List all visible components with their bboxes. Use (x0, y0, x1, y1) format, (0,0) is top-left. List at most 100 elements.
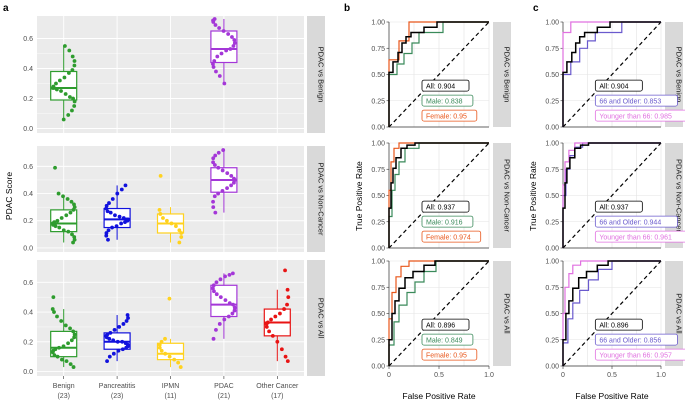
data-point (51, 84, 56, 89)
data-point (232, 41, 237, 45)
data-point (159, 348, 164, 353)
data-point (214, 327, 218, 332)
data-point (285, 359, 290, 364)
y-axis-title: True Positive Rate (354, 161, 364, 231)
data-point (123, 341, 128, 346)
data-point (64, 213, 69, 218)
y-tick-label: 0.0 (23, 245, 33, 252)
auc-label: All: 0.896 (599, 323, 628, 330)
roc-curve (562, 21, 661, 127)
y-tick-label: 0.75 (545, 167, 559, 174)
data-point (176, 360, 181, 365)
auc-label: Male: 0.849 (426, 338, 463, 345)
data-point (232, 305, 237, 310)
roc-curve (388, 21, 489, 127)
data-point (232, 38, 237, 42)
data-point (72, 235, 77, 239)
roc-curve (388, 142, 489, 248)
data-point (212, 17, 217, 21)
data-point (216, 191, 220, 196)
data-point (51, 295, 56, 300)
y-tick-label: 1.00 (371, 20, 385, 27)
data-point (159, 339, 164, 344)
x-tick-label: Benign (53, 383, 75, 390)
data-point (228, 47, 233, 51)
data-point (214, 69, 218, 74)
y-tick-label: 1.00 (545, 141, 559, 148)
panel-letter-a: a (3, 3, 9, 14)
data-point (270, 333, 275, 338)
data-point (230, 311, 235, 316)
reference-diagonal (388, 21, 490, 128)
data-point (267, 329, 271, 334)
data-point (223, 274, 227, 279)
data-point (61, 344, 66, 349)
reference-diagonal (562, 21, 662, 128)
data-point (55, 314, 59, 319)
y-tick-label: 0.00 (371, 246, 385, 253)
auc-label-box (594, 215, 678, 228)
auc-label: Female: 0.95 (426, 353, 467, 360)
data-point (55, 354, 60, 359)
data-point (157, 345, 162, 350)
data-point (220, 188, 225, 193)
y-tick-label: 0.6 (23, 36, 33, 43)
data-point (278, 311, 282, 316)
data-point (113, 213, 117, 218)
data-point (67, 48, 72, 53)
data-point (70, 108, 74, 113)
auc-label: Male: 0.916 (426, 220, 463, 227)
y-tick-label: 0.75 (371, 285, 385, 292)
data-point (211, 336, 216, 341)
auc-label: 66 and Older: 0.853 (599, 99, 661, 106)
x-tick-label: 1.0 (484, 372, 494, 379)
data-point (222, 317, 227, 322)
roc-curve (562, 21, 661, 127)
auc-label-box (421, 333, 474, 346)
data-point (163, 336, 167, 341)
auc-label-box (594, 318, 643, 331)
data-point (64, 359, 69, 364)
data-point (68, 210, 73, 215)
reference-diagonal (562, 260, 662, 367)
data-point (232, 308, 237, 313)
data-point (226, 32, 231, 36)
data-point (72, 63, 77, 68)
auc-label: Younger than 66: 0.985 (599, 114, 672, 121)
data-point (232, 176, 236, 181)
facet-strip (493, 143, 511, 248)
data-point (218, 295, 223, 300)
data-point (167, 354, 172, 359)
facet-strip-label: PDAC vs Benign (675, 47, 684, 103)
data-point (71, 96, 75, 101)
data-point (68, 95, 72, 99)
data-point (72, 99, 77, 104)
x-tick-label: Pancreatitis (99, 383, 136, 390)
roc-curve (562, 260, 661, 366)
data-point (111, 338, 116, 343)
data-point (224, 48, 229, 53)
data-point (172, 357, 177, 362)
data-point (53, 347, 58, 352)
x-tick-count: (23) (57, 393, 69, 400)
data-point (120, 339, 125, 344)
data-point (108, 330, 113, 335)
data-point (71, 365, 76, 369)
data-point (230, 35, 234, 39)
data-point (63, 92, 68, 96)
data-point (110, 197, 115, 201)
data-point (57, 345, 61, 350)
x-tick-label: 0.5 (607, 372, 617, 379)
data-point (69, 199, 74, 204)
data-point (212, 194, 217, 199)
data-point (221, 29, 226, 33)
data-point (121, 322, 126, 326)
y-tick-label: 0.50 (371, 72, 385, 79)
data-point (157, 342, 162, 347)
data-point (68, 326, 72, 331)
data-point (229, 173, 234, 178)
data-point (61, 194, 65, 199)
data-point (50, 307, 55, 311)
